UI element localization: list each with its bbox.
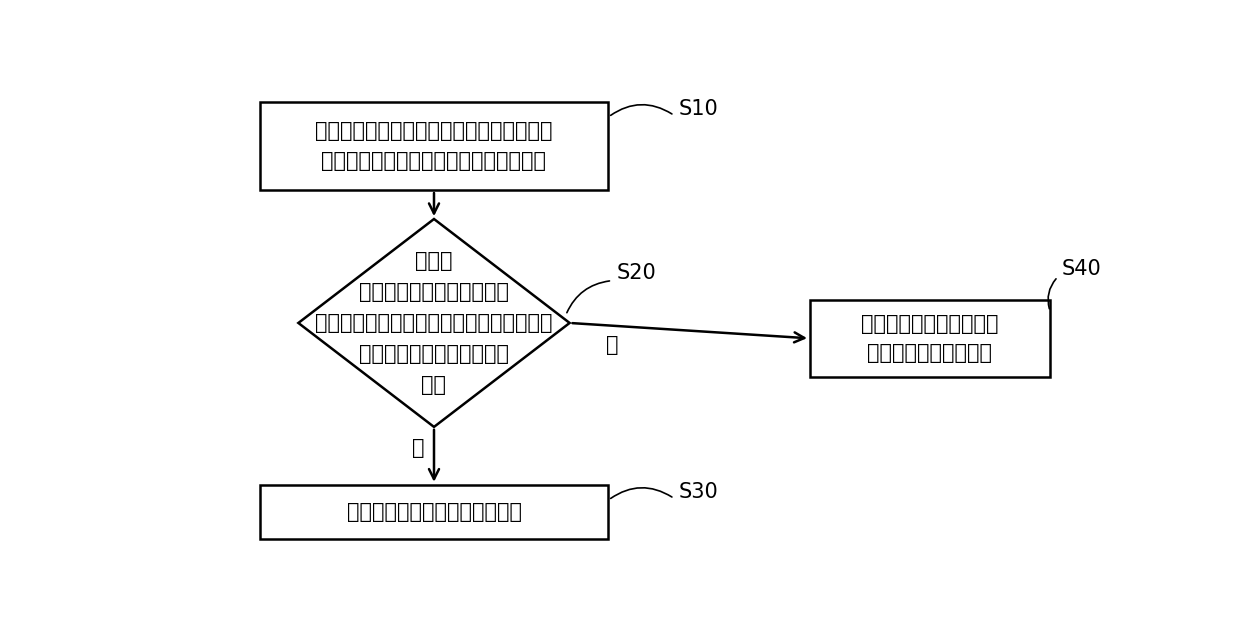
Text: S30: S30 xyxy=(678,482,718,502)
Bar xyxy=(810,300,1050,377)
Text: 是: 是 xyxy=(412,438,425,459)
Bar xyxy=(259,101,609,190)
Bar xyxy=(259,485,609,538)
Text: 根据所述排气温度调整所
述室内风机的当前转速: 根据所述排气温度调整所 述室内风机的当前转速 xyxy=(862,313,998,363)
Text: S20: S20 xyxy=(616,263,656,283)
Text: 控制所述室外风机降低当前转速: 控制所述室外风机降低当前转速 xyxy=(346,501,522,522)
Text: 获取压缩机的运行频率、压缩机的排气温度
、蒸发器的入口温度和蒸发器的出口温度: 获取压缩机的运行频率、压缩机的排气温度 、蒸发器的入口温度和蒸发器的出口温度 xyxy=(315,121,553,170)
Polygon shape xyxy=(299,219,569,427)
Text: S10: S10 xyxy=(678,100,718,119)
Text: 在所述
运行频率大于预设频率阈值
时，根据所述入口温度和所述出口温度，判
断是否需要降低室外风机的
转速: 在所述 运行频率大于预设频率阈值 时，根据所述入口温度和所述出口温度，判 断是否… xyxy=(315,251,553,396)
Text: S40: S40 xyxy=(1061,259,1101,279)
Text: 否: 否 xyxy=(606,334,619,355)
